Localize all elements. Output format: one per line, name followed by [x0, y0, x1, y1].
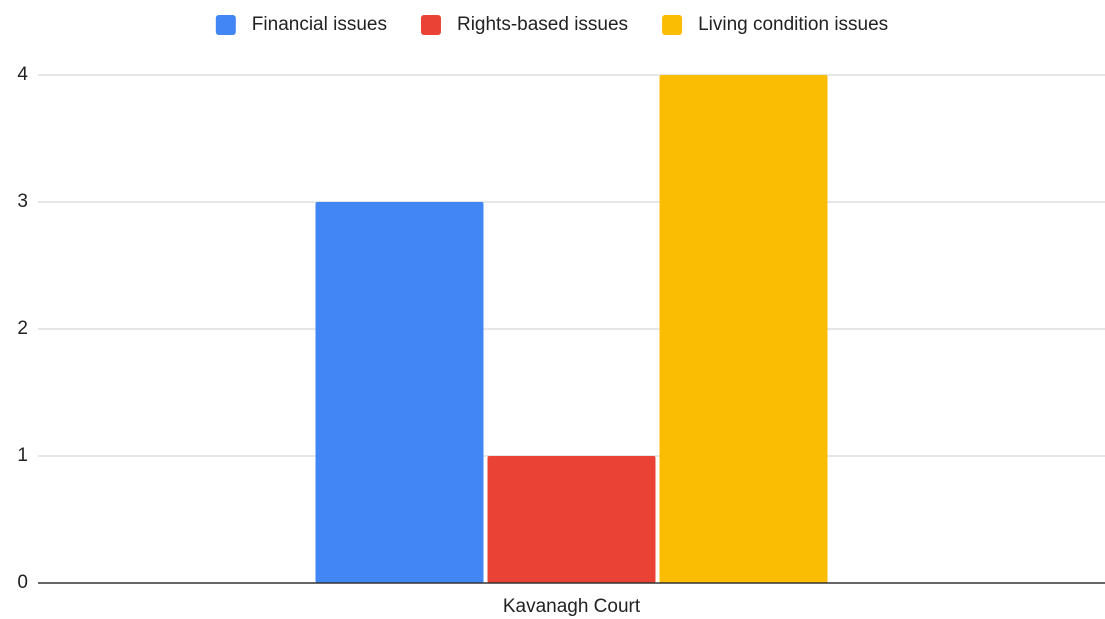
y-tick-label: 3 [17, 191, 28, 212]
y-tick-label: 2 [17, 318, 28, 339]
x-tick-label: Kavanagh Court [503, 596, 641, 617]
legend-swatch [662, 15, 683, 35]
legend-label: Living condition issues [698, 14, 888, 35]
bar [659, 75, 828, 583]
legend-swatch [420, 15, 441, 35]
legend-label: Rights-based issues [457, 14, 628, 35]
bar [487, 456, 656, 583]
y-tick-label: 0 [17, 572, 28, 593]
bar [315, 202, 484, 583]
legend-swatch [215, 15, 236, 35]
y-tick-label: 4 [17, 64, 28, 85]
y-tick-label: 1 [17, 445, 28, 466]
legend-label: Financial issues [252, 14, 387, 35]
